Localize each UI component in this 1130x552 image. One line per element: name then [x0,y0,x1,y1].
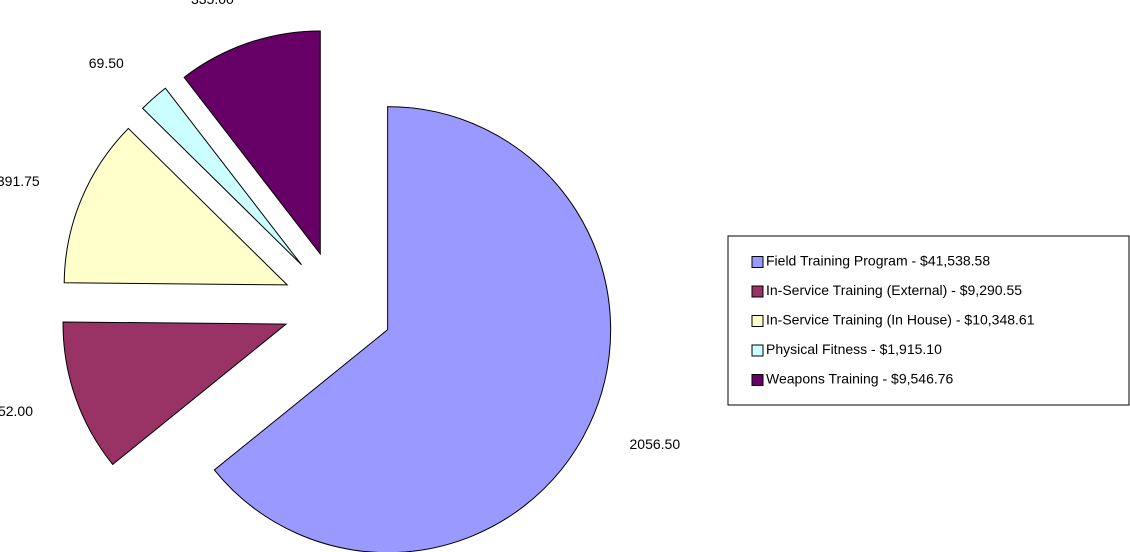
data-label: 2056.50 [630,436,681,452]
legend-label: Weapons Training - $9,546.76 [766,371,954,387]
pie [62,30,612,552]
legend-label: In-Service Training (External) - $9,290.… [766,282,1022,298]
data-label: 391.75 [0,173,40,189]
legend-label: In-Service Training (In House) - $10,348… [766,312,1035,328]
legend-swatch [751,315,764,327]
pie-slice [62,321,288,466]
legend-box [727,235,1130,406]
pie-slice [141,87,302,266]
legend-label: Physical Fitness - $1,915.10 [766,341,942,357]
legend-swatch [751,256,764,268]
legend-label: Field Training Program - $41,538.58 [766,253,990,269]
data-label: 335.00 [191,0,234,7]
pie-slice [63,127,289,286]
pie-slice [213,106,612,552]
data-label: 352.00 [0,403,33,419]
pie-slice [183,30,321,256]
legend-swatch [751,344,764,357]
legend-swatch [751,285,764,298]
data-label: 69.50 [89,55,124,71]
legend-swatch [751,374,764,386]
